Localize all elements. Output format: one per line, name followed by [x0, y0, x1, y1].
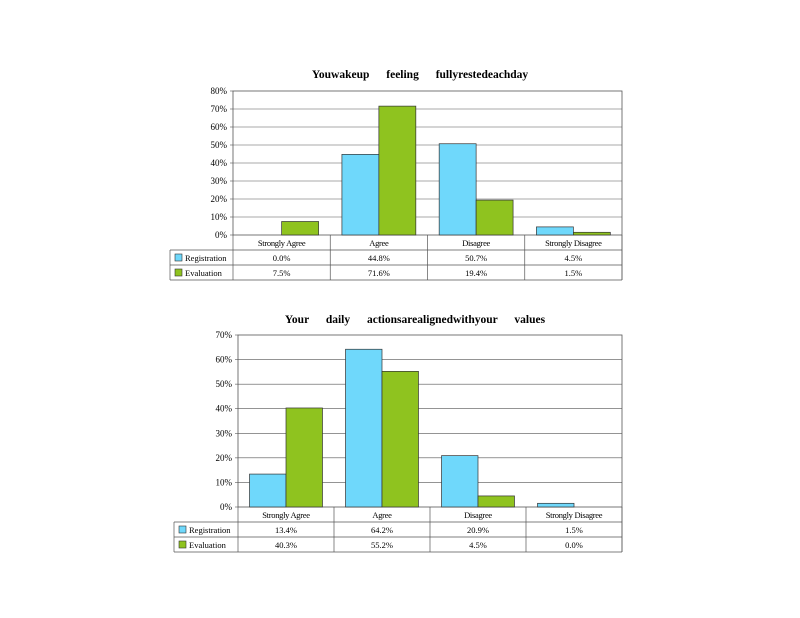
data-label: 4.5%: [565, 253, 583, 263]
data-label: 71.6%: [368, 268, 390, 278]
y-tick-label: 0%: [220, 502, 233, 512]
y-tick-label: 30%: [211, 176, 228, 186]
bar-evaluation-2: [378, 105, 417, 236]
bar-evaluation-3: [477, 495, 515, 508]
bar-registration-3: [441, 455, 479, 508]
data-label: 40.3%: [275, 540, 297, 550]
bar-registration-2: [341, 154, 380, 236]
category-label: Disagree: [462, 238, 490, 248]
legend-label: Evaluation: [185, 268, 223, 278]
y-tick-label: 80%: [211, 86, 228, 96]
category-label: Agree: [372, 510, 392, 520]
y-tick-label: 60%: [211, 122, 228, 132]
data-label: 20.9%: [467, 525, 489, 535]
y-tick-label: 40%: [216, 404, 233, 414]
category-label: Strongly Agree: [258, 238, 306, 248]
y-tick-label: 70%: [216, 330, 233, 340]
data-label: 19.4%: [465, 268, 487, 278]
bar-registration-4: [536, 226, 574, 236]
category-label: Disagree: [464, 510, 492, 520]
bar-registration-4: [537, 502, 575, 508]
bar-evaluation-1: [285, 407, 323, 508]
y-tick-label: 10%: [211, 212, 228, 222]
bar-evaluation-1: [281, 221, 319, 236]
bar-registration-3: [438, 143, 477, 236]
legend-swatch: [178, 525, 187, 534]
chart-title: Youwakeup feeling fullyrestedeachday: [312, 69, 529, 81]
data-label: 44.8%: [368, 253, 390, 263]
y-tick-label: 40%: [211, 158, 228, 168]
y-tick-label: 50%: [211, 140, 228, 150]
data-label: 0.0%: [273, 253, 291, 263]
bar-registration-1: [249, 473, 287, 508]
bar-evaluation-4: [573, 231, 611, 236]
chart-title: Your daily actionsarealignedwithyour val…: [285, 314, 546, 326]
y-tick-label: 0%: [215, 230, 228, 240]
category-label: Strongly Disagree: [546, 510, 603, 520]
y-tick-label: 70%: [211, 104, 228, 114]
data-label: 13.4%: [275, 525, 297, 535]
data-label: 64.2%: [371, 525, 393, 535]
category-label: Strongly Agree: [262, 510, 310, 520]
data-label: 1.5%: [565, 268, 583, 278]
y-tick-label: 10%: [216, 477, 233, 487]
data-label: 55.2%: [371, 540, 393, 550]
bar-registration-2: [345, 348, 383, 508]
data-label: 4.5%: [469, 540, 487, 550]
legend-label: Registration: [185, 253, 227, 263]
data-label: 1.5%: [565, 525, 583, 535]
category-label: Agree: [369, 238, 389, 248]
legend-label: Registration: [189, 525, 231, 535]
y-tick-label: 50%: [216, 379, 233, 389]
legend-swatch: [178, 540, 187, 549]
chart-1: Youwakeup feeling fullyrestedeachday 0% 10…: [169, 69, 623, 281]
legend-label: Evaluation: [189, 540, 227, 550]
bar-evaluation-2: [381, 371, 419, 508]
bar-evaluation-3: [475, 199, 514, 236]
chart-2: Your daily actionsarealignedwithyour val…: [173, 314, 623, 553]
data-label: 7.5%: [273, 268, 291, 278]
category-label: Strongly Disagree: [545, 238, 602, 248]
legend-swatch: [174, 268, 183, 277]
y-tick-label: 30%: [216, 428, 233, 438]
data-label: 0.0%: [565, 540, 583, 550]
legend-swatch: [174, 253, 183, 262]
y-tick-label: 20%: [211, 194, 228, 204]
data-label: 50.7%: [465, 253, 487, 263]
y-tick-label: 60%: [216, 355, 233, 365]
y-tick-label: 20%: [216, 453, 233, 463]
